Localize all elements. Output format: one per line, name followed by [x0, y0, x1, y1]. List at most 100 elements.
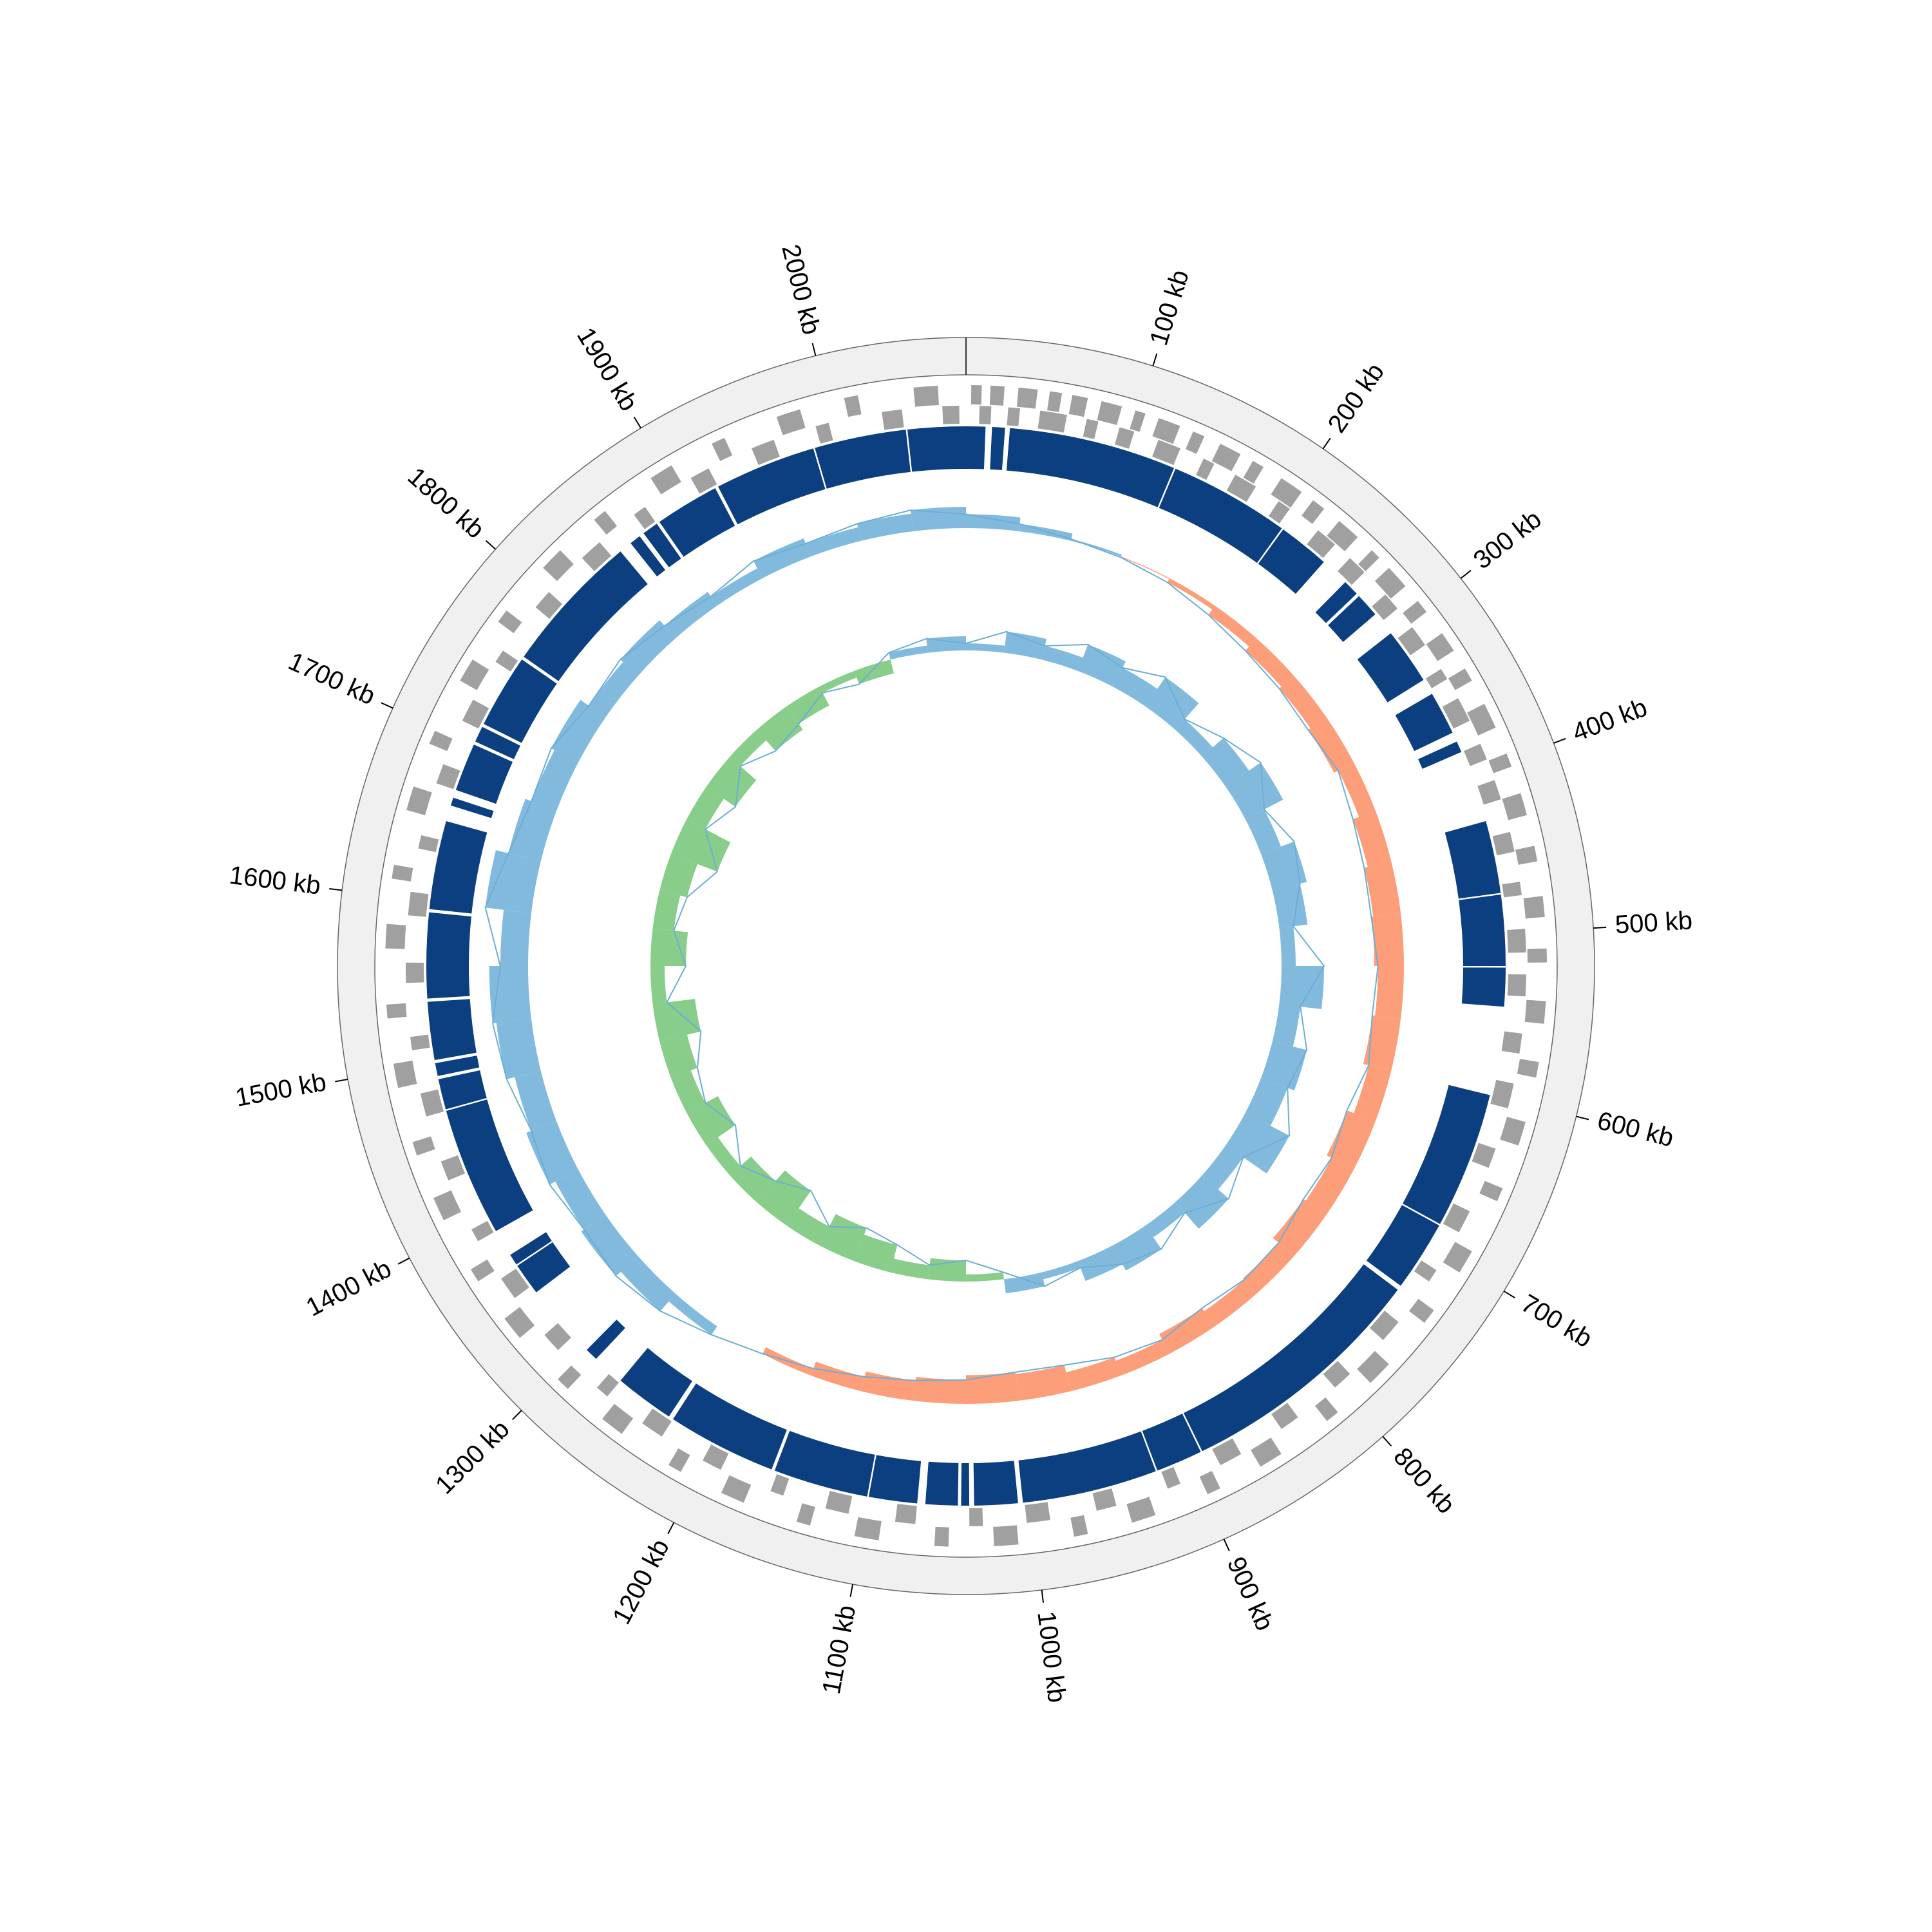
- gc-skew-wedge: [786, 1208, 829, 1245]
- feature: [796, 1503, 815, 1526]
- tick: [397, 1257, 410, 1265]
- gc-skew-wedge: [670, 819, 731, 872]
- gc-skew-wedge: [819, 670, 857, 693]
- feature: [1007, 407, 1020, 426]
- gc-content-wedge: [861, 1371, 916, 1401]
- feature: [392, 864, 413, 882]
- gc-skew-wedge: [966, 1272, 1005, 1282]
- gc-content-wedge: [621, 1256, 676, 1311]
- tick-label: 1900 kb: [571, 323, 643, 416]
- region: [1315, 582, 1357, 623]
- feature: [543, 550, 574, 582]
- gc-skew-wedge: [706, 757, 757, 807]
- gc-content-wedge: [806, 527, 862, 557]
- gc-content-wedge: [1242, 1242, 1294, 1294]
- gc-content-wedge: [710, 568, 762, 606]
- tick-label: 500 kb: [1615, 906, 1694, 939]
- feature: [642, 1408, 672, 1437]
- feature: [1501, 1031, 1522, 1054]
- region: [427, 999, 477, 1061]
- tick-label: 200 kb: [1323, 358, 1390, 438]
- gc-content-wedge: [1354, 1065, 1392, 1122]
- feature: [1199, 1471, 1220, 1495]
- feature: [1271, 478, 1302, 508]
- feature: [1152, 439, 1180, 466]
- gc-content-wedge: [1352, 810, 1392, 867]
- feature: [504, 1307, 535, 1338]
- gc-content-wedge: [664, 592, 717, 639]
- gc-content-wedge: [508, 799, 557, 862]
- feature: [1126, 1497, 1156, 1523]
- feature: [1307, 530, 1335, 558]
- gc-content-wedge: [589, 662, 639, 717]
- gc-content-wedge: [489, 966, 531, 1024]
- feature: [770, 1474, 790, 1496]
- gc-content-wedge: [1279, 676, 1327, 728]
- gc-skew-wedge: [1004, 631, 1047, 660]
- feature: [1092, 1488, 1117, 1511]
- gc-skew-wedge: [1175, 719, 1213, 757]
- feature: [934, 1526, 949, 1547]
- region: [630, 536, 666, 577]
- tick-label: 700 kb: [1516, 1289, 1597, 1354]
- feature: [979, 406, 992, 424]
- region: [868, 1455, 922, 1504]
- tick-label: 900 kb: [1222, 1553, 1279, 1635]
- gc-skew-wedge: [1041, 1261, 1081, 1280]
- region: [1328, 596, 1376, 642]
- feature: [895, 1504, 917, 1524]
- feature: [668, 1448, 690, 1472]
- region: [643, 524, 681, 567]
- feature: [1502, 793, 1528, 820]
- region: [587, 1320, 625, 1359]
- tick: [485, 540, 497, 550]
- gc-content-wedge: [496, 1018, 541, 1079]
- region: [973, 1461, 1018, 1506]
- gc-content-wedge: [753, 538, 811, 578]
- tick-label: 1600 kb: [228, 861, 323, 900]
- feature: [1302, 500, 1325, 524]
- feature: [1369, 1311, 1399, 1340]
- feature: [594, 511, 618, 535]
- gc-skew-wedge: [1175, 1175, 1229, 1229]
- gc-skew-wedge: [1226, 1112, 1290, 1174]
- region: [774, 1430, 875, 1497]
- gc-content-wedge: [526, 1121, 578, 1185]
- region: [450, 797, 494, 819]
- feature: [1472, 1142, 1496, 1168]
- gc-content-wedge: [1273, 1198, 1327, 1256]
- feature: [1016, 387, 1038, 409]
- region: [966, 426, 986, 469]
- feature: [1397, 627, 1425, 656]
- feature: [1323, 1361, 1350, 1388]
- gc-skew-wedge: [757, 1170, 811, 1226]
- feature: [1488, 753, 1512, 773]
- feature: [1515, 846, 1538, 865]
- gc-skew-wedge: [966, 643, 1005, 653]
- gc-skew-wedge: [1202, 1145, 1244, 1189]
- feature: [582, 542, 612, 571]
- feature: [386, 1003, 407, 1019]
- feature: [1443, 1242, 1472, 1273]
- feature: [406, 962, 424, 983]
- feature: [776, 409, 806, 435]
- feature: [470, 1259, 495, 1282]
- region: [990, 426, 1005, 471]
- gc-skew-wedge: [1004, 1272, 1045, 1294]
- tick: [849, 1584, 854, 1597]
- region: [438, 1070, 487, 1110]
- gc-content-wedge: [500, 909, 531, 966]
- region: [673, 1383, 787, 1470]
- gc-skew-wedge: [1245, 809, 1282, 855]
- region: [925, 1461, 959, 1506]
- gc-skew-line: [666, 630, 1325, 1287]
- feature: [535, 592, 563, 619]
- feature: [420, 1089, 444, 1117]
- gc-skew-wedge: [687, 786, 724, 829]
- feature: [544, 1323, 571, 1350]
- feature: [1524, 999, 1546, 1024]
- gc-skew-wedge: [670, 1070, 706, 1113]
- gc-content-wedge: [1015, 1365, 1071, 1401]
- gc-skew-wedge: [659, 1034, 697, 1078]
- gc-skew-wedge: [1279, 966, 1324, 1010]
